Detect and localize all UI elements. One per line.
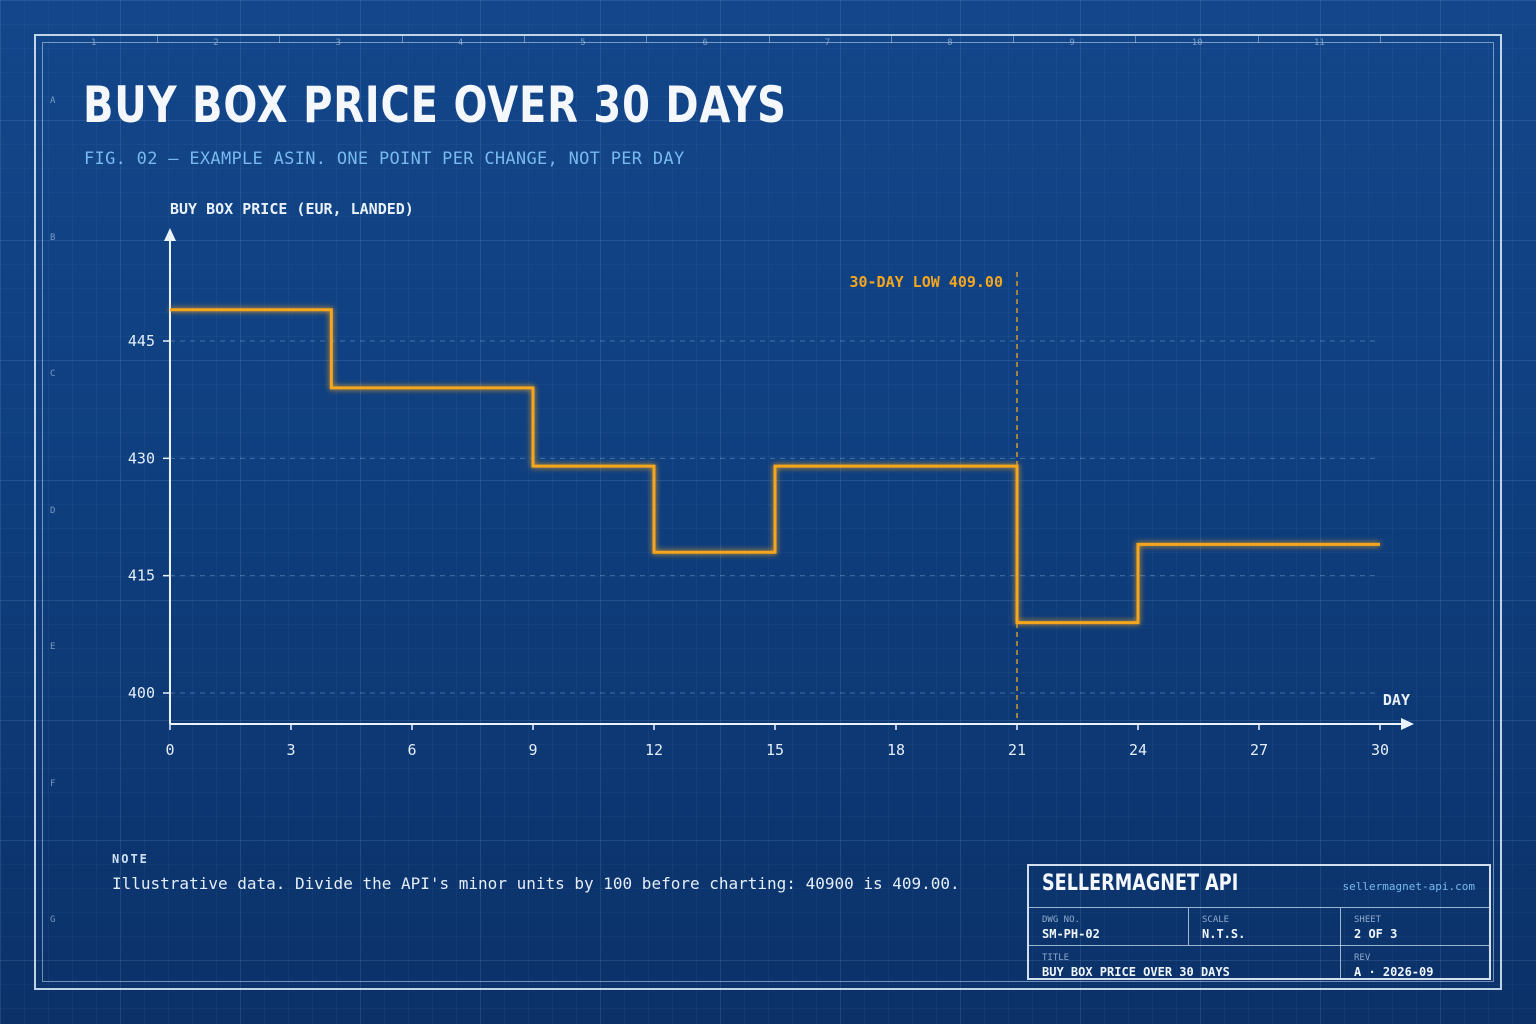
low-annotation-label: 30-DAY LOW 409.00 bbox=[849, 273, 1003, 291]
rev-cell: REV A · 2026-09 bbox=[1341, 946, 1491, 980]
dwg-label: DWG NO. bbox=[1042, 915, 1080, 925]
x-tick-label: 27 bbox=[1250, 741, 1268, 759]
ruler-tick bbox=[646, 36, 648, 43]
x-tick-label: 15 bbox=[766, 741, 784, 759]
scale-value: N.T.S. bbox=[1202, 927, 1246, 941]
ruler-tick bbox=[1380, 36, 1381, 43]
row-marker: A bbox=[50, 96, 56, 106]
company-name: SELLERMAGNET API bbox=[1042, 871, 1239, 896]
ruler-tick bbox=[768, 36, 770, 43]
x-tick-label: 6 bbox=[407, 741, 416, 759]
column-marker: 7 bbox=[824, 38, 831, 48]
row-marker: E bbox=[50, 642, 56, 652]
rev-value: A · 2026-09 bbox=[1354, 965, 1434, 979]
y-axis-arrow bbox=[164, 228, 176, 241]
column-marker: 10 bbox=[1191, 38, 1203, 48]
column-marker: 1 bbox=[91, 38, 97, 48]
column-marker: 9 bbox=[1069, 38, 1075, 48]
column-marker: 4 bbox=[457, 38, 464, 48]
note-label: NOTE bbox=[112, 852, 149, 866]
column-marker: 8 bbox=[947, 38, 953, 48]
x-axis-label: DAY bbox=[1383, 691, 1410, 709]
y-tick-label: 445 bbox=[128, 332, 155, 350]
tb-title-value: BUY BOX PRICE OVER 30 DAYS bbox=[1042, 965, 1230, 979]
column-marker: 5 bbox=[580, 38, 586, 48]
x-tick-label: 12 bbox=[645, 741, 663, 759]
dwg-value: SM-PH-02 bbox=[1042, 927, 1100, 941]
y-tick-label: 430 bbox=[128, 449, 155, 467]
ruler-tick bbox=[523, 36, 525, 43]
title-block-divider bbox=[1029, 945, 1489, 946]
inner-frame bbox=[42, 42, 1494, 982]
x-tick-label: 9 bbox=[528, 741, 537, 759]
x-tick-label: 24 bbox=[1129, 741, 1147, 759]
x-tick-label: 18 bbox=[887, 741, 905, 759]
column-marker: 3 bbox=[335, 38, 342, 48]
scale-label: SCALE bbox=[1202, 915, 1230, 925]
column-marker: 2 bbox=[213, 38, 219, 48]
rev-label: REV bbox=[1354, 953, 1371, 963]
ruler-tick bbox=[1257, 36, 1259, 43]
row-marker: B bbox=[50, 232, 56, 243]
y-tick-label: 400 bbox=[128, 684, 155, 702]
x-tick-label: 3 bbox=[286, 741, 295, 759]
column-marker: 6 bbox=[702, 38, 708, 48]
title-block: SELLERMAGNET API sellermagnet-api.com DW… bbox=[1027, 864, 1491, 980]
ruler-tick bbox=[157, 36, 158, 43]
row-marker: C bbox=[50, 369, 56, 379]
ruler-tick bbox=[401, 36, 403, 43]
ruler-tick bbox=[890, 36, 892, 43]
column-marker: 11 bbox=[1314, 38, 1325, 48]
x-axis-arrow bbox=[1401, 718, 1414, 730]
note-text: Illustrative data. Divide the API's mino… bbox=[112, 874, 960, 893]
row-marker: D bbox=[50, 505, 56, 516]
chart-title: BUY BOX PRICE OVER 30 DAYS bbox=[83, 76, 787, 134]
row-marker: G bbox=[50, 915, 56, 925]
sheet-value: 2 OF 3 bbox=[1354, 927, 1398, 941]
sheet-cell: SHEET 2 OF 3 bbox=[1341, 908, 1491, 945]
x-tick-label: 0 bbox=[165, 741, 174, 759]
sheet-label: SHEET bbox=[1354, 915, 1382, 925]
ruler-tick bbox=[1135, 36, 1137, 43]
ruler-tick bbox=[279, 36, 281, 43]
chart-subtitle: FIG. 02 — EXAMPLE ASIN. ONE POINT PER CH… bbox=[84, 149, 685, 169]
outer-frame bbox=[34, 34, 1502, 990]
x-tick-label: 30 bbox=[1371, 741, 1389, 759]
company-url[interactable]: sellermagnet-api.com bbox=[1342, 880, 1475, 893]
x-tick-label: 21 bbox=[1008, 741, 1026, 759]
tb-title-label: TITLE bbox=[1042, 953, 1070, 963]
title-block-divider bbox=[1188, 908, 1189, 945]
price-step-line bbox=[170, 308, 1380, 625]
scale-cell: SCALE N.T.S. bbox=[1189, 908, 1340, 945]
y-axis-label: BUY BOX PRICE (EUR, LANDED) bbox=[170, 200, 414, 218]
tb-title-cell: TITLE BUY BOX PRICE OVER 30 DAYS bbox=[1029, 946, 1340, 980]
row-marker: F bbox=[50, 778, 56, 789]
y-tick-label: 415 bbox=[128, 567, 155, 585]
ruler-tick bbox=[1013, 36, 1015, 43]
title-block-divider bbox=[1340, 908, 1341, 980]
title-block-header: SELLERMAGNET API sellermagnet-api.com bbox=[1029, 866, 1489, 908]
dwg-cell: DWG NO. SM-PH-02 bbox=[1029, 908, 1188, 945]
